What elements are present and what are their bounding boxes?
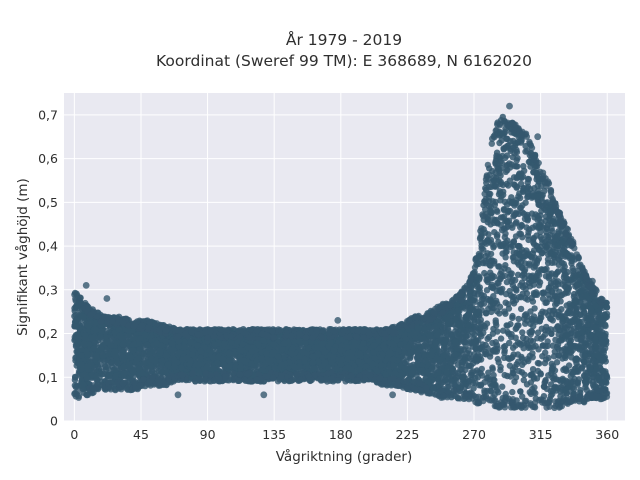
data-point xyxy=(496,263,503,270)
data-point xyxy=(573,355,580,363)
data-point xyxy=(474,351,482,359)
data-point xyxy=(549,307,557,314)
data-point xyxy=(520,376,527,384)
data-points xyxy=(71,102,611,411)
data-point xyxy=(509,388,516,396)
data-point xyxy=(572,272,580,280)
data-point xyxy=(526,329,533,336)
data-point xyxy=(511,364,519,371)
data-point xyxy=(539,295,547,302)
data-point xyxy=(503,278,511,286)
data-point xyxy=(512,374,520,381)
data-point xyxy=(515,367,523,375)
data-point xyxy=(512,233,520,240)
data-point xyxy=(535,346,542,353)
data-point xyxy=(568,354,575,361)
data-point xyxy=(478,225,485,232)
data-point xyxy=(271,364,278,371)
data-point xyxy=(483,351,490,358)
data-point xyxy=(493,216,500,224)
data-point xyxy=(480,329,487,336)
data-point xyxy=(476,287,483,295)
data-point xyxy=(529,298,537,305)
data-point xyxy=(517,305,525,313)
data-point xyxy=(580,358,588,366)
data-point xyxy=(519,393,526,400)
data-point xyxy=(528,254,535,261)
data-point xyxy=(489,330,497,337)
chart-title-line-1: År 1979 - 2019 xyxy=(286,30,402,49)
data-point xyxy=(509,293,516,301)
data-point xyxy=(512,334,519,341)
data-point xyxy=(483,310,490,317)
data-point xyxy=(493,183,500,190)
data-point xyxy=(544,236,552,244)
data-point xyxy=(490,371,497,379)
data-point xyxy=(542,376,549,384)
data-point xyxy=(407,354,414,362)
data-point xyxy=(563,302,570,309)
data-point xyxy=(524,211,531,219)
data-point xyxy=(502,290,510,298)
data-point xyxy=(603,310,611,318)
data-point xyxy=(562,354,569,362)
data-point xyxy=(557,298,564,305)
data-point xyxy=(499,383,506,390)
data-point xyxy=(561,283,569,291)
data-point xyxy=(461,305,469,312)
data-point xyxy=(553,359,561,366)
data-point xyxy=(488,308,495,316)
data-point xyxy=(477,301,484,308)
data-point xyxy=(485,369,492,376)
data-point xyxy=(520,163,527,170)
data-point xyxy=(539,239,546,246)
data-point xyxy=(541,383,548,390)
data-point xyxy=(414,351,422,359)
data-point xyxy=(566,340,574,347)
data-point xyxy=(545,312,552,319)
chart-title-line-2: Koordinat (Sweref 99 TM): E 368689, N 61… xyxy=(156,52,532,70)
data-point xyxy=(515,315,522,323)
data-point xyxy=(487,262,494,269)
data-point xyxy=(491,376,498,384)
data-point xyxy=(507,243,514,251)
data-point xyxy=(498,164,505,172)
data-point xyxy=(561,324,569,331)
data-point xyxy=(549,317,556,324)
data-point xyxy=(484,335,491,342)
data-point xyxy=(567,372,574,380)
